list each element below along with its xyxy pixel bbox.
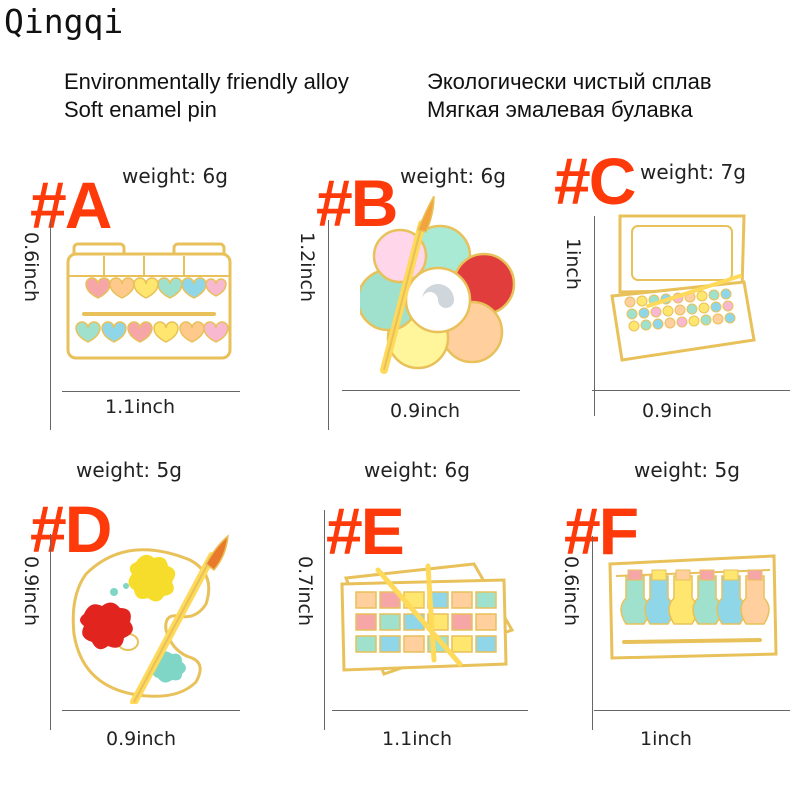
product-weight: weight: 6g <box>122 164 228 188</box>
product-weight: weight: 7g <box>640 160 746 184</box>
width-guide <box>342 390 520 391</box>
product-weight: weight: 6g <box>364 458 470 482</box>
product-cell-e: #E weight: 6g 0.7inch 1.1inch <box>270 450 530 770</box>
product-weight: weight: 5g <box>76 458 182 482</box>
product-weight: weight: 6g <box>400 164 506 188</box>
width-guide <box>594 710 790 711</box>
product-height: 0.7inch <box>294 556 316 627</box>
width-guide <box>62 391 240 392</box>
headline-line-2-ru: Мягкая эмалевая булавка <box>427 97 693 122</box>
product-width: 1inch <box>640 728 692 750</box>
product-height: 0.9inch <box>20 556 42 627</box>
product-cell-a: #A weight: 6g 0.6inch 1.1inch <box>0 150 260 470</box>
product-tag: #B <box>316 166 398 240</box>
product-width: 0.9inch <box>106 728 177 750</box>
headline-line-1: Environmentally friendly alloy <box>64 69 349 94</box>
product-width: 1.1inch <box>105 396 176 418</box>
brand-name: Qingqi <box>4 2 124 41</box>
product-tag: #F <box>564 494 639 568</box>
headline-english: Environmentally friendly alloy Soft enam… <box>64 68 349 124</box>
height-guide <box>324 510 325 730</box>
product-width: 0.9inch <box>642 400 713 422</box>
product-tag: #A <box>30 168 112 242</box>
heart-watercolor-box-pin-icon <box>66 242 232 360</box>
open-paint-case-pin-icon <box>610 214 756 362</box>
headline-russian: Экологически чистый сплав Мягкая эмалева… <box>427 68 712 124</box>
paint-tray-pin-icon <box>340 562 515 676</box>
product-cell-c: #C weight: 7g 1inch 0.9inch <box>540 144 800 470</box>
product-cell-b: #B weight: 6g 1.2inch 0.9inch <box>270 150 530 470</box>
product-cell-f: #F weight: 5g 0.6inch 1inch <box>540 450 800 770</box>
product-width: 0.9inch <box>390 400 461 422</box>
product-height: 0.6inch <box>20 232 42 303</box>
width-guide <box>332 710 528 711</box>
height-guide <box>50 220 51 430</box>
width-guide <box>592 390 790 391</box>
product-tag: #D <box>30 492 112 566</box>
width-guide <box>62 710 240 711</box>
product-height: 0.6inch <box>560 556 582 627</box>
height-guide <box>594 216 595 416</box>
product-cell-d: #D weight: 5g 0.9inch 0.9inch <box>0 450 260 770</box>
height-guide <box>50 534 51 730</box>
headline-line-1-ru: Экологически чистый сплав <box>427 69 712 94</box>
height-guide <box>328 220 329 430</box>
product-tag: #E <box>326 494 405 568</box>
paint-tubes-box-pin-icon <box>608 554 778 660</box>
height-guide <box>592 536 593 730</box>
flower-palette-pin-icon <box>360 196 516 374</box>
artist-palette-pin-icon <box>71 534 229 704</box>
product-height: 1.2inch <box>296 232 318 303</box>
headline-line-2: Soft enamel pin <box>64 97 217 122</box>
product-width: 1.1inch <box>382 728 453 750</box>
product-tag: #C <box>554 144 636 218</box>
product-weight: weight: 5g <box>634 458 740 482</box>
product-height: 1inch <box>562 238 584 290</box>
